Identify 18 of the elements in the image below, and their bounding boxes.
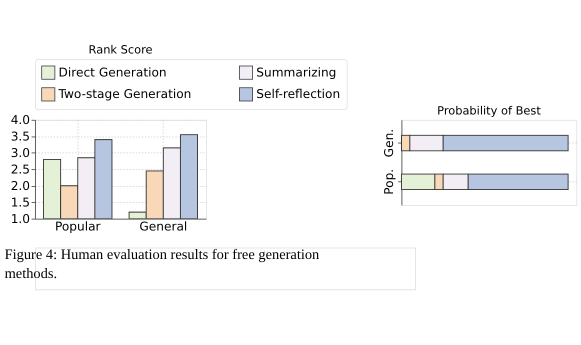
legend-label: Self-reflection	[256, 87, 340, 102]
y-tick-label: 1.5	[10, 195, 30, 210]
y-tick-label: Pop.	[382, 168, 396, 195]
legend-label: Summarizing	[256, 65, 336, 80]
y-tick-label: Gen.	[382, 128, 396, 158]
y-tick-label: 3.0	[10, 146, 30, 160]
legend-label: Direct Generation	[58, 65, 167, 80]
chart-title: Rank Score	[88, 42, 153, 56]
y-tick-label: 1.0	[10, 212, 30, 226]
y-tick-label: 4.0	[10, 113, 30, 128]
x-tick-label: General	[139, 220, 188, 234]
x-tick-label: Popular	[54, 220, 101, 234]
y-tick-label: 3.5	[10, 130, 30, 144]
chart-title: Probability of Best	[437, 104, 542, 118]
y-tick-label: 2.5	[10, 162, 30, 176]
legend-label: Two-stage Generation	[58, 87, 192, 102]
y-tick-label: 2.0	[10, 178, 30, 193]
caption: Figure 4: Human evaluation results for free generation methods.	[4, 247, 320, 282]
